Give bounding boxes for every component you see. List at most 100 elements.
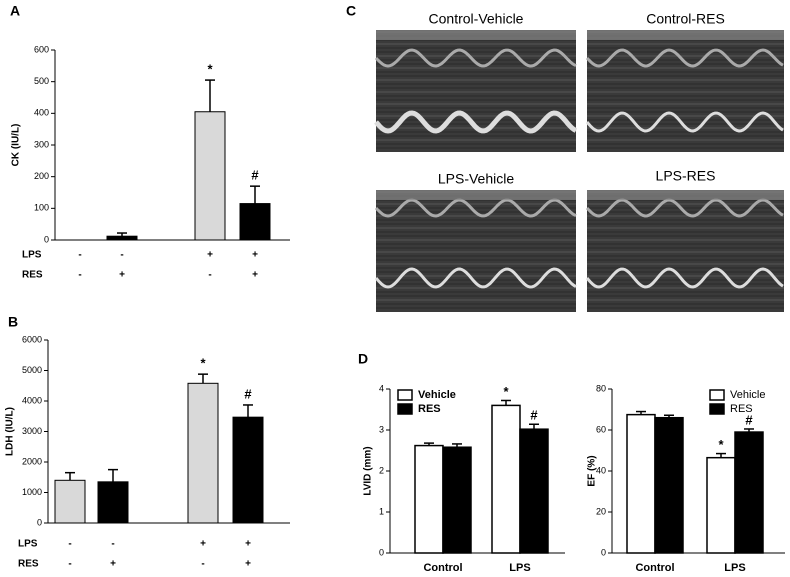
row-name: RES — [22, 270, 43, 281]
legend-label: Vehicle — [418, 389, 456, 401]
significance-mark: # — [530, 408, 538, 423]
legend-label: RES — [730, 403, 753, 415]
echo-wave — [585, 198, 784, 218]
y-tick-label: 1 — [379, 506, 384, 516]
y-tick-label: 200 — [34, 171, 49, 181]
bar — [706, 456, 736, 554]
image-title: LPS-Vehicle — [438, 171, 514, 187]
bar — [734, 431, 764, 554]
row-mark: - — [78, 250, 81, 261]
row-mark: + — [200, 539, 206, 550]
echo-wave — [374, 198, 577, 218]
row-name: RES — [18, 559, 39, 570]
y-tick-label: 2000 — [22, 456, 42, 466]
image-title: Control-RES — [646, 11, 725, 27]
row-mark: + — [110, 559, 116, 570]
row-mark: + — [245, 539, 251, 550]
echo-wave — [374, 110, 578, 134]
y-tick-label: 500 — [34, 76, 49, 86]
row-mark: + — [252, 270, 258, 281]
row-mark: - — [111, 539, 114, 550]
legend-label: RES — [418, 403, 441, 415]
y-tick-label: 20 — [596, 506, 606, 516]
row-mark: - — [120, 250, 123, 261]
bar — [194, 111, 226, 241]
echo-wave — [374, 267, 577, 289]
x-tick-label: Control — [635, 562, 674, 574]
panel-label: D — [358, 351, 368, 367]
echo-wave — [585, 267, 784, 289]
significance-mark: # — [251, 168, 259, 183]
bar — [519, 428, 549, 554]
bar — [187, 382, 219, 524]
image-title: LPS-RES — [656, 168, 716, 184]
panel-label: B — [8, 314, 18, 330]
y-tick-label: 0 — [601, 547, 606, 557]
bar — [654, 416, 684, 554]
y-tick-label: 5000 — [22, 365, 42, 375]
y-tick-label: 6000 — [22, 334, 42, 344]
row-name: LPS — [22, 250, 42, 261]
y-tick-label: 300 — [34, 139, 49, 149]
y-axis-title: CK (IU/L) — [11, 124, 22, 167]
significance-mark: * — [503, 384, 509, 399]
bar — [54, 479, 86, 524]
row-mark: - — [201, 559, 204, 570]
panel-label: C — [346, 3, 356, 19]
legend-label: Vehicle — [730, 389, 765, 401]
bar — [442, 446, 472, 554]
echo-band — [376, 190, 576, 200]
bar — [97, 481, 129, 524]
row-mark: + — [207, 250, 213, 261]
row-mark: + — [245, 559, 251, 570]
row-mark: + — [252, 250, 258, 261]
y-tick-label: 100 — [34, 203, 49, 213]
echo-wave — [585, 48, 784, 68]
y-tick-label: 3000 — [22, 426, 42, 436]
bar — [232, 416, 264, 524]
legend-swatch — [709, 389, 725, 401]
significance-mark: # — [745, 412, 753, 427]
y-tick-label: 0 — [37, 517, 42, 527]
legend-swatch — [397, 389, 413, 401]
echo-wave — [585, 111, 784, 133]
y-tick-label: 4 — [379, 383, 384, 393]
echo-band — [376, 30, 576, 40]
y-tick-label: 600 — [34, 44, 49, 54]
row-name: LPS — [18, 539, 38, 550]
y-tick-label: 80 — [596, 383, 606, 393]
panel-label: A — [10, 3, 20, 19]
significance-mark: # — [244, 386, 252, 401]
y-axis-title: LDH (IU/L) — [5, 407, 16, 456]
row-mark: + — [119, 270, 125, 281]
significance-mark: * — [200, 356, 206, 371]
y-tick-label: 2 — [379, 465, 384, 475]
row-mark: - — [208, 270, 211, 281]
x-tick-label: Control — [423, 562, 462, 574]
echo-band — [587, 190, 784, 200]
y-axis-title: EF (%) — [587, 455, 598, 486]
x-tick-label: LPS — [724, 562, 745, 574]
y-tick-label: 1000 — [22, 487, 42, 497]
legend-swatch — [709, 403, 725, 415]
image-title: Control-Vehicle — [429, 11, 524, 27]
legend-swatch — [397, 403, 413, 415]
y-tick-label: 400 — [34, 108, 49, 118]
bar — [106, 235, 138, 241]
bar — [491, 404, 521, 554]
y-tick-label: 0 — [44, 234, 49, 244]
significance-mark: * — [718, 437, 724, 452]
row-mark: - — [68, 559, 71, 570]
y-tick-label: 0 — [379, 547, 384, 557]
significance-mark: * — [207, 62, 213, 77]
bar — [414, 444, 444, 554]
echo-wave — [374, 48, 577, 68]
echo-band — [587, 30, 784, 40]
y-tick-label: 40 — [596, 465, 606, 475]
row-mark: - — [78, 270, 81, 281]
y-tick-label: 3 — [379, 424, 384, 434]
bar — [239, 203, 271, 241]
x-tick-label: LPS — [509, 562, 530, 574]
y-axis-title: LVID (mm) — [363, 446, 374, 495]
